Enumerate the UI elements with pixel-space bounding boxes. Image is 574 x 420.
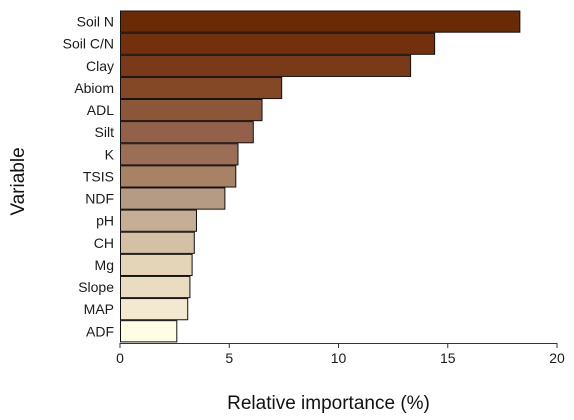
y-tick-label-ch: CH (94, 235, 114, 251)
bar-adl (120, 98, 263, 122)
bar-clay (120, 54, 412, 77)
bar-ndf (120, 187, 226, 210)
x-tick-label-15: 15 (440, 350, 456, 366)
y-tick-label-slope: Slope (78, 279, 114, 295)
y-tick-label-ndf: NDF (85, 191, 114, 207)
bar-adf (120, 320, 178, 343)
x-tick-label-10: 10 (331, 350, 347, 366)
bar-mg (120, 253, 193, 277)
y-tick-label-clay: Clay (86, 58, 114, 74)
y-tick-label-abiom: Abiom (74, 80, 114, 96)
bar-abiom (120, 76, 283, 100)
x-tick-label-0: 0 (116, 350, 124, 366)
bar-soil-c-n (120, 32, 436, 55)
x-axis-title: Relative importance (%) (227, 393, 430, 414)
y-tick-label-tsis: TSIS (83, 168, 114, 184)
bar-tsis (120, 165, 237, 188)
y-tick-label-adf: ADF (86, 323, 114, 339)
y-tick-label-mg: Mg (95, 257, 114, 273)
y-tick-label-soil-c-n: Soil C/N (63, 36, 114, 52)
x-axis-ticks: 0 5 10 15 20 (116, 343, 565, 366)
y-tick-label-k: K (105, 146, 115, 162)
x-tick-label-5: 5 (225, 350, 233, 366)
bars-group (120, 10, 521, 343)
y-tick-label-soil-n: Soil N (77, 14, 114, 30)
y-axis-labels: Soil N Soil C/N Clay Abiom ADL Silt K TSIS NDF pH… (63, 14, 115, 340)
bar-soil-n (120, 10, 521, 33)
y-tick-label-silt: Silt (95, 124, 115, 140)
bar-k (120, 143, 239, 166)
bar-map (120, 298, 189, 321)
y-tick-label-map: MAP (84, 301, 114, 317)
bar-ch (120, 231, 195, 254)
bar-slope (120, 275, 191, 299)
y-axis-title: Variable (8, 147, 29, 215)
x-tick-label-20: 20 (549, 350, 565, 366)
bar-ph (120, 209, 197, 232)
y-tick-label-ph: pH (96, 213, 114, 229)
y-tick-label-adl: ADL (87, 102, 114, 118)
bar-silt (120, 121, 254, 144)
